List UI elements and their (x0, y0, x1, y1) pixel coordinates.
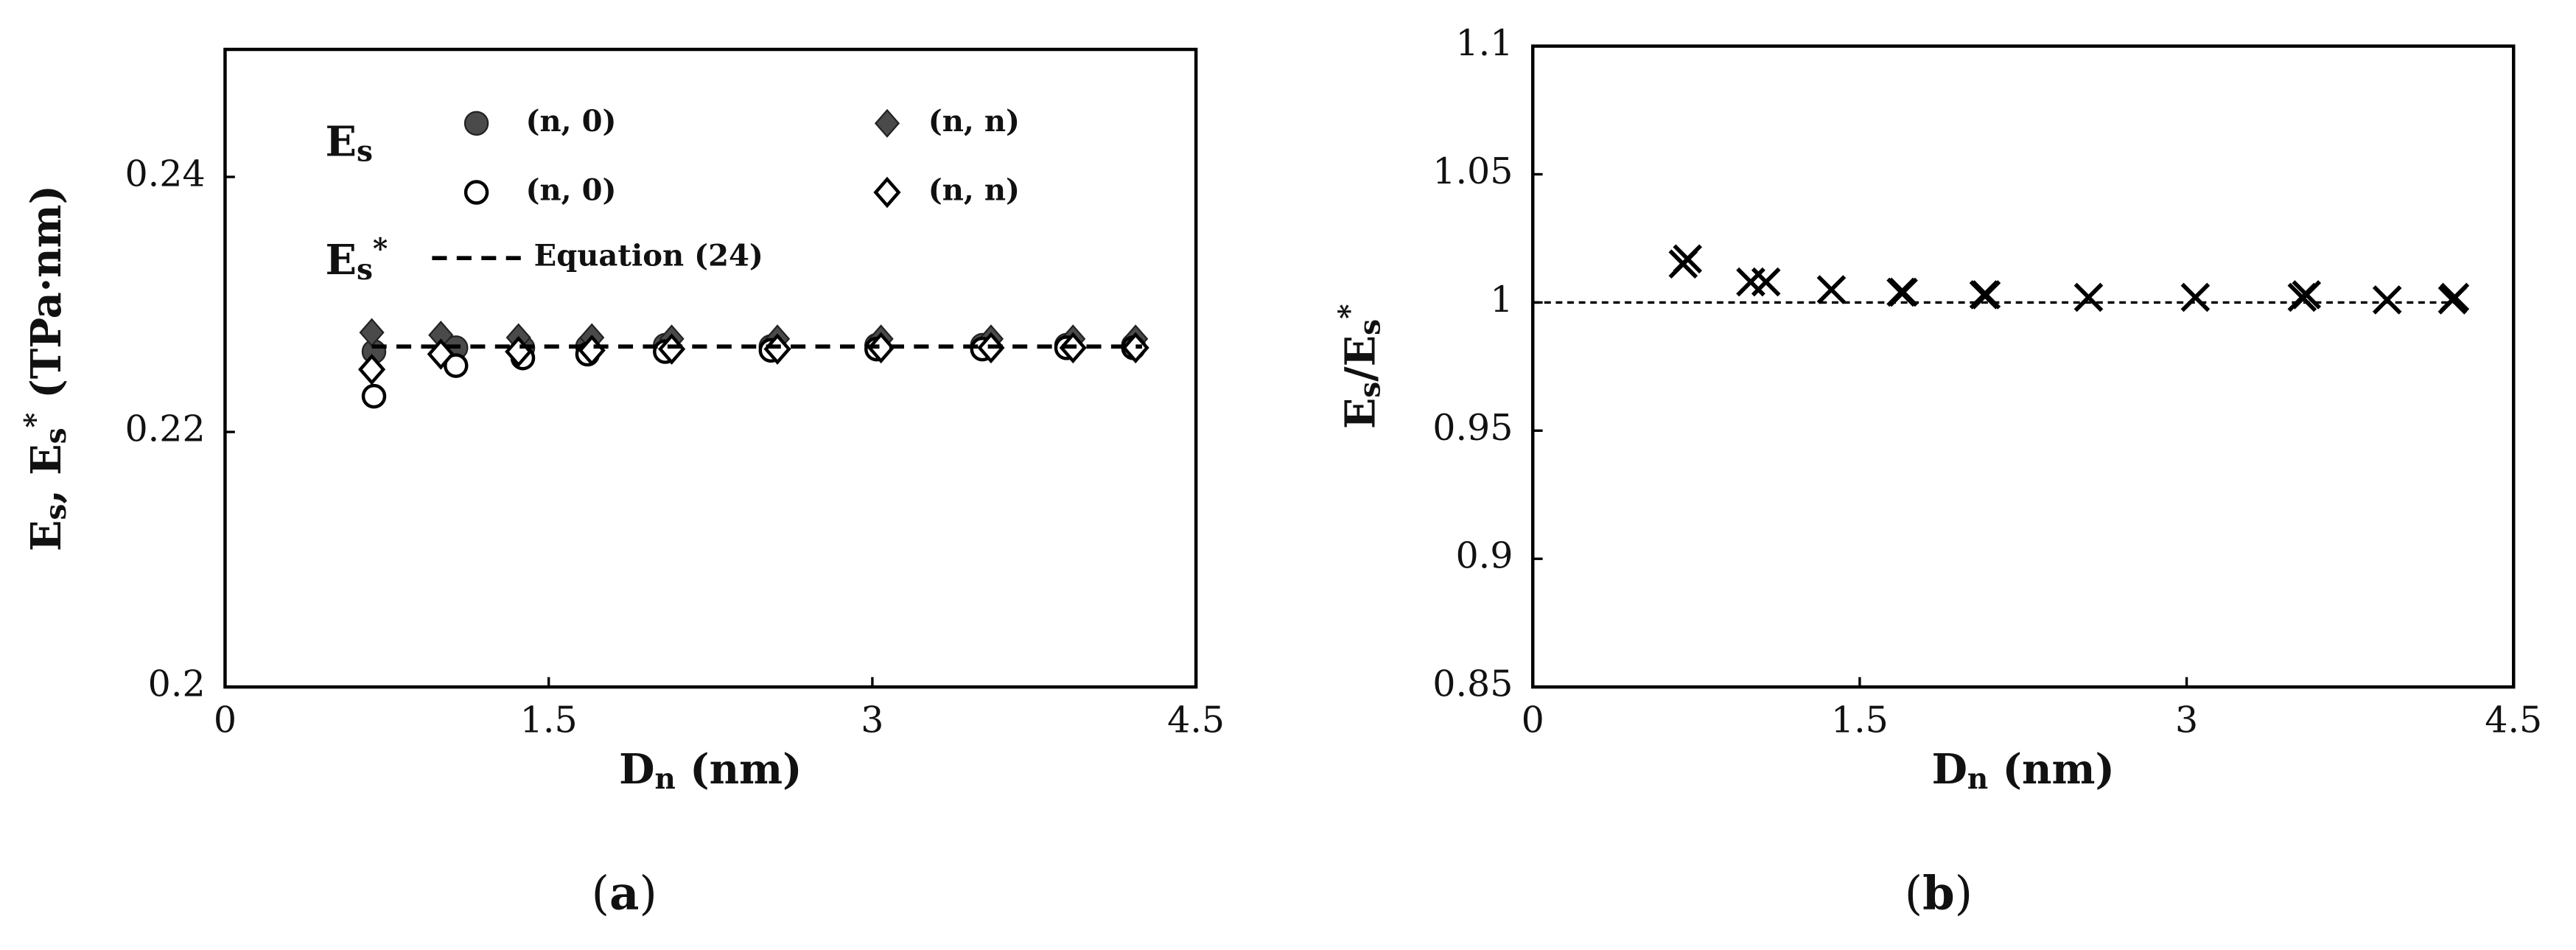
legend-symbol (463, 111, 489, 136)
x-axis-label: Dn (nm) (1932, 746, 2115, 796)
x-tick-label: 4.5 (1167, 699, 1225, 741)
caption-part: ( (592, 867, 609, 921)
x-axis-label-part: D (1932, 746, 1967, 794)
y-tick-label: 0.24 (125, 153, 205, 195)
legend-symbol (463, 180, 489, 205)
x-axis-label-part: D (619, 746, 654, 794)
legend-label: (n, n) (928, 104, 1020, 139)
point (1673, 244, 1703, 274)
y-axis-label-part: * (1333, 304, 1367, 319)
y-axis-label: Es/Es* (1333, 304, 1387, 430)
x-axis-label-part: n (1967, 762, 1988, 796)
y-tick-label: 0.2 (148, 663, 206, 705)
caption-part: a (609, 866, 639, 921)
x-tick-label: 1.5 (1831, 699, 1889, 741)
y-axis-label-part: s (1353, 319, 1387, 335)
legend-group-label-part: s (357, 134, 373, 168)
point (1736, 267, 1765, 297)
point (358, 354, 386, 385)
legend-group-label: Es* (325, 232, 388, 286)
plot-frame (1530, 44, 2516, 689)
point (1121, 332, 1149, 364)
y-axis-label-part: (TPa·nm) (23, 185, 71, 413)
point (2180, 282, 2211, 312)
caption-part: ) (639, 867, 657, 921)
y-tick-label: 0.85 (1432, 663, 1513, 705)
y-axis-label-part: s (39, 427, 73, 444)
y-axis-label-part: E (23, 520, 71, 551)
point (444, 353, 469, 378)
x-tick-label: 3 (861, 699, 883, 741)
x-tick-label: 0 (1522, 699, 1544, 741)
y-tick-label: 1.1 (1455, 21, 1513, 64)
y-axis-label-part: * (18, 413, 52, 427)
y-tick-label: 0.9 (1455, 534, 1513, 577)
point (867, 332, 895, 364)
point (361, 383, 387, 409)
point (1889, 277, 1918, 307)
x-axis-label-part: n (654, 762, 675, 796)
point (2372, 285, 2402, 315)
legend-label: (n, n) (928, 173, 1020, 208)
legend-group-label-part: E (325, 118, 356, 166)
y-axis-label-part: , E (23, 444, 71, 503)
y-axis-label-part: s (39, 504, 73, 520)
caption-part: ) (1955, 867, 1973, 921)
point (2440, 282, 2470, 312)
caption: (b) (1905, 866, 1973, 921)
y-axis-label-part: /E (1337, 335, 1385, 382)
y-axis-label-part: E (1337, 398, 1385, 429)
y-tick-label: 0.95 (1432, 406, 1513, 449)
caption-part: ( (1905, 867, 1922, 921)
legend-group-label-part: s (357, 253, 373, 287)
legend-symbol (874, 108, 900, 138)
legend-group-label: Es (325, 118, 372, 168)
point (1971, 280, 2001, 310)
legend-label: (n, 0) (525, 173, 616, 208)
legend-group-label-part: * (373, 232, 388, 266)
caption: (a) (592, 866, 657, 921)
legend-label: Equation (24) (534, 239, 763, 273)
x-axis-label-part: (nm) (1988, 746, 2115, 794)
legend-label: (n, 0) (525, 104, 616, 139)
x-axis-label-part: (nm) (676, 746, 802, 794)
x-axis-label: Dn (nm) (619, 746, 802, 796)
legend-symbol (873, 176, 901, 209)
x-tick-label: 4.5 (2485, 699, 2542, 741)
y-tick-label: 1 (1490, 278, 1513, 321)
y-tick-label: 0.22 (125, 408, 205, 450)
plot-frame (223, 47, 1198, 689)
y-axis-label-part: s (1353, 382, 1387, 398)
caption-part: b (1922, 866, 1955, 921)
point (2073, 282, 2104, 312)
y-tick-label: 1.05 (1432, 150, 1513, 192)
x-tick-label: 0 (214, 699, 237, 741)
point (1751, 267, 1781, 297)
y-axis-label: Es, Es* (TPa·nm) (18, 185, 72, 551)
x-tick-label: 3 (2175, 699, 2198, 741)
x-tick-label: 1.5 (520, 699, 578, 741)
legend-group-label-part: E (325, 237, 356, 284)
point (1816, 275, 1847, 304)
